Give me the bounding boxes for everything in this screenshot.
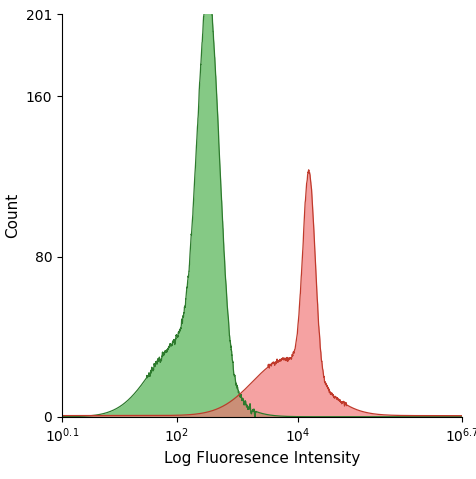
X-axis label: Log Fluoresence Intensity: Log Fluoresence Intensity — [164, 451, 360, 466]
Y-axis label: Count: Count — [5, 193, 20, 238]
